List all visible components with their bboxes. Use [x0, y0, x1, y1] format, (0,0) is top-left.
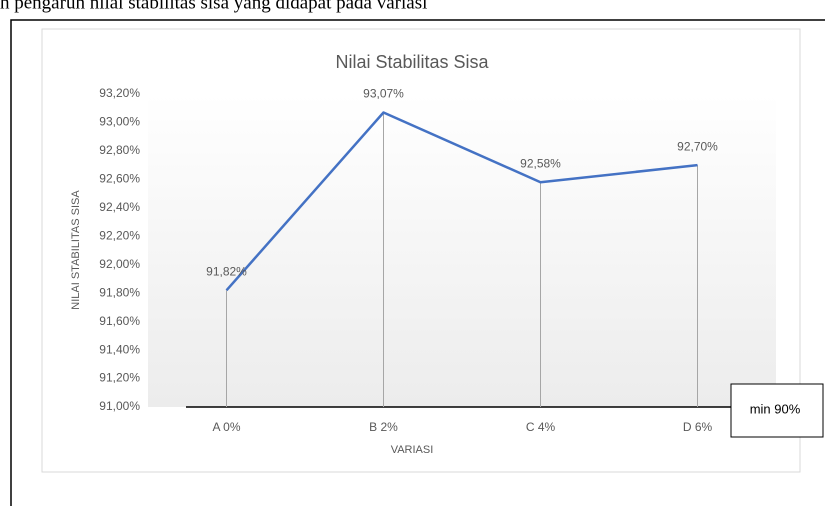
- data-label: 93,07%: [363, 87, 404, 101]
- line: [225, 111, 698, 292]
- chart-title: Nilai Stabilitas Sisa: [335, 52, 489, 72]
- body-text: h pengaruh nilai stabilitas sisa yang di…: [0, 0, 427, 13]
- x-tick-label: B 2%: [369, 420, 398, 434]
- y-tick-label: 92,60%: [99, 172, 140, 186]
- y-tick-label: 93,00%: [99, 115, 140, 129]
- y-tick-label: 92,00%: [99, 257, 140, 271]
- data-label: 92,70%: [677, 139, 718, 153]
- y-tick-label: 91,80%: [99, 285, 140, 299]
- y-axis-label: NILAI STABILITAS SISA: [70, 190, 82, 310]
- annotation: min 90%: [750, 401, 801, 416]
- x-axis-label: VARIASI: [391, 444, 434, 456]
- y-tick-label: 91,60%: [99, 314, 140, 328]
- annotation-box: [730, 383, 824, 438]
- data-label: 91,82%: [206, 265, 247, 279]
- data-label: 92,58%: [520, 156, 561, 170]
- y-tick-label: 92,80%: [99, 143, 140, 157]
- x-tick-label: C 4%: [526, 420, 556, 434]
- y-tick-label: 92,40%: [99, 200, 140, 214]
- y-tick-label: 91,40%: [99, 342, 140, 356]
- y-tick-label: 93,20%: [99, 86, 140, 100]
- page-frame: [10, 19, 825, 511]
- y-tick-label: 92,20%: [99, 228, 140, 242]
- x-tick-label: D 6%: [683, 420, 713, 434]
- y-tick-label: 91,20%: [99, 371, 140, 385]
- x-tick-label: A 0%: [212, 420, 240, 434]
- y-tick-label: 91,00%: [99, 399, 140, 413]
